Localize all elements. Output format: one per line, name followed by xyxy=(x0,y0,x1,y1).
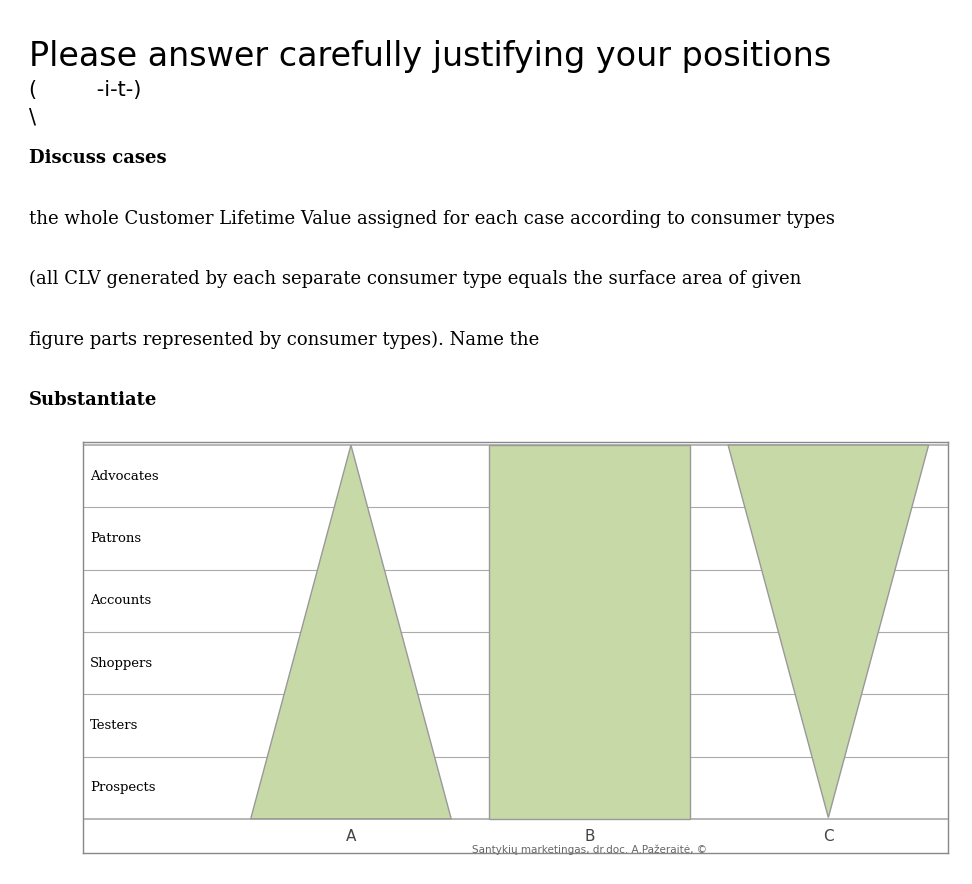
Polygon shape xyxy=(728,446,928,818)
Text: the whole Customer Lifetime Value assigned for each case according to consumer t: the whole Customer Lifetime Value assign… xyxy=(29,210,835,228)
Text: (all CLV generated by each separate consumer type equals the surface area of giv: (all CLV generated by each separate cons… xyxy=(29,271,802,288)
Text: Substantiate: Substantiate xyxy=(29,391,157,409)
Text: Discuss cases: Discuss cases xyxy=(29,149,173,167)
Text: Patrons: Patrons xyxy=(90,532,142,545)
Text: B: B xyxy=(584,828,595,843)
Text: Santykių marketingas, dr.doc. A.Pažeraitė, ©: Santykių marketingas, dr.doc. A.Pažerait… xyxy=(472,845,708,855)
Text: Testers: Testers xyxy=(90,719,139,732)
Text: C: C xyxy=(823,828,834,843)
Text: Prospects: Prospects xyxy=(90,781,156,794)
Text: Shoppers: Shoppers xyxy=(90,657,154,669)
Text: figure parts represented by consumer types). Name the: figure parts represented by consumer typ… xyxy=(29,331,545,349)
Text: \: \ xyxy=(29,108,36,128)
Polygon shape xyxy=(489,446,690,819)
Text: (         -i-t-): ( -i-t-) xyxy=(29,80,142,100)
Text: Accounts: Accounts xyxy=(90,594,152,607)
Text: Please answer carefully justifying your positions: Please answer carefully justifying your … xyxy=(29,40,831,72)
Polygon shape xyxy=(251,446,451,819)
Text: Advocates: Advocates xyxy=(90,469,159,483)
Text: A: A xyxy=(346,828,356,843)
